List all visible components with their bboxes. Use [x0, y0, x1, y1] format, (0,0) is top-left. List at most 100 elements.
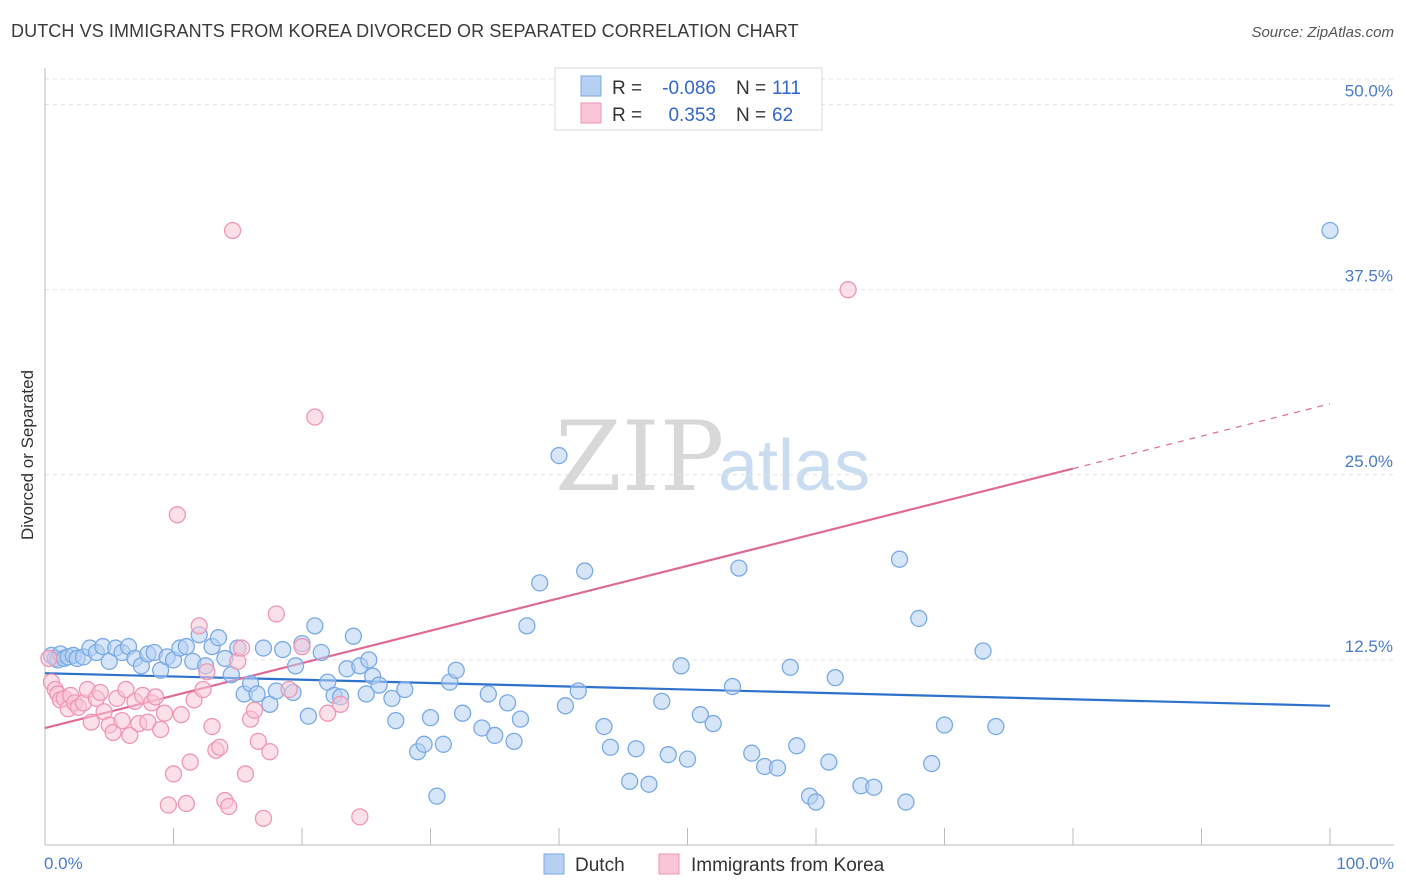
- dutch-point: [421, 709, 440, 727]
- korea-point: [168, 506, 187, 524]
- dutch-point: [923, 754, 941, 773]
- dutch-point: [653, 692, 671, 711]
- legend-n-label-dutch: N =: [736, 78, 766, 99]
- series-legend: Dutch Immigrants from Korea: [543, 853, 885, 876]
- dutch-point: [486, 726, 504, 745]
- korea-point: [190, 617, 208, 635]
- korea-point: [319, 704, 337, 722]
- korea-point: [121, 726, 139, 745]
- dutch-point: [177, 637, 196, 656]
- korea-point: [211, 738, 229, 756]
- dutch-point: [569, 682, 587, 700]
- series-legend-label-korea: Immigrants from Korea: [691, 855, 885, 876]
- dutch-point: [781, 658, 799, 676]
- trend-line-korea: [44, 467, 1074, 730]
- dutch-point: [357, 685, 375, 703]
- watermark-atlas: atlas: [718, 426, 870, 506]
- watermark: ZIP atlas: [555, 401, 870, 513]
- gridlines: [45, 78, 1394, 661]
- y-axis-label: Divorced or Separated: [18, 370, 37, 540]
- legend-r-label-dutch: R =: [612, 78, 642, 99]
- legend-n-value-korea: 62: [772, 105, 793, 126]
- dutch-point: [640, 775, 658, 793]
- korea-point: [113, 711, 131, 730]
- dutch-point: [807, 793, 825, 811]
- dutch-point: [601, 738, 620, 756]
- series-legend-label-dutch: Dutch: [575, 855, 625, 876]
- source-credit: Source: ZipAtlas.com: [1251, 24, 1394, 41]
- dutch-point: [299, 707, 318, 725]
- korea-point: [159, 796, 178, 814]
- dutch-point: [428, 787, 446, 805]
- korea-point: [40, 649, 58, 668]
- dutch-point: [595, 717, 613, 736]
- dutch-point: [691, 706, 709, 724]
- dutch-point: [788, 737, 806, 755]
- korea-point: [232, 639, 251, 657]
- dutch-point: [370, 676, 388, 694]
- dutch-point: [704, 714, 722, 733]
- dutch-point: [910, 609, 928, 628]
- y-tick-label: 50.0%: [1345, 82, 1393, 101]
- korea-point: [82, 713, 100, 731]
- axes: 12.5% 25.0% 37.5% 50.0%: [44, 68, 1394, 846]
- trend-line-korea-extension: [1072, 403, 1331, 470]
- korea-point: [172, 706, 190, 724]
- dutch-point: [518, 617, 536, 635]
- korea-point: [267, 605, 285, 623]
- dutch-point: [621, 772, 639, 790]
- korea-point: [151, 720, 170, 739]
- legend-r-value-dutch: -0.086: [662, 78, 716, 99]
- dutch-point: [434, 735, 453, 753]
- dutch-point: [556, 697, 575, 715]
- dutch-point: [627, 740, 645, 758]
- korea-point: [203, 717, 221, 736]
- x-tick-label-max: 100.0%: [1336, 854, 1394, 873]
- korea-points: [40, 221, 857, 827]
- dutch-point: [473, 719, 491, 737]
- korea-point: [280, 680, 298, 699]
- korea-point: [104, 723, 122, 742]
- korea-point: [236, 765, 255, 783]
- dutch-point: [383, 689, 401, 708]
- korea-point: [261, 743, 279, 761]
- dutch-point: [678, 750, 697, 768]
- dutch-point: [768, 759, 787, 777]
- dutch-point: [1321, 221, 1339, 240]
- dutch-point: [826, 669, 844, 687]
- dutch-point: [498, 694, 517, 712]
- dutch-point: [672, 657, 690, 675]
- korea-point: [177, 794, 196, 813]
- dutch-point: [531, 574, 549, 592]
- korea-point: [220, 797, 238, 816]
- korea-point: [198, 663, 216, 681]
- x-tick-label-min: 0.0%: [44, 854, 83, 873]
- dutch-point: [254, 639, 273, 657]
- dutch-point: [360, 651, 378, 669]
- korea-point: [155, 704, 174, 722]
- dutch-point: [576, 562, 594, 580]
- korea-point: [223, 221, 242, 240]
- dutch-point: [286, 657, 305, 675]
- dutch-point: [987, 717, 1005, 736]
- dutch-point: [550, 446, 568, 465]
- watermark-zip: ZIP: [555, 401, 724, 513]
- korea-point: [139, 713, 157, 731]
- korea-point: [146, 688, 165, 706]
- dutch-point: [974, 642, 992, 660]
- dutch-point: [659, 746, 677, 764]
- dutch-point: [274, 640, 292, 659]
- dutch-point: [723, 677, 742, 696]
- series-legend-swatch-korea: [658, 853, 680, 875]
- dutch-point: [511, 710, 530, 728]
- korea-point: [839, 281, 857, 299]
- korea-point: [249, 732, 267, 750]
- dutch-point: [897, 793, 915, 811]
- chart-title: DUTCH VS IMMIGRANTS FROM KOREA DIVORCED …: [11, 21, 799, 41]
- dutch-point: [387, 711, 405, 730]
- legend-n-label-korea: N =: [736, 105, 766, 126]
- korea-point: [245, 701, 264, 719]
- dutch-point: [865, 778, 883, 796]
- legend-n-value-dutch: 111: [772, 78, 801, 99]
